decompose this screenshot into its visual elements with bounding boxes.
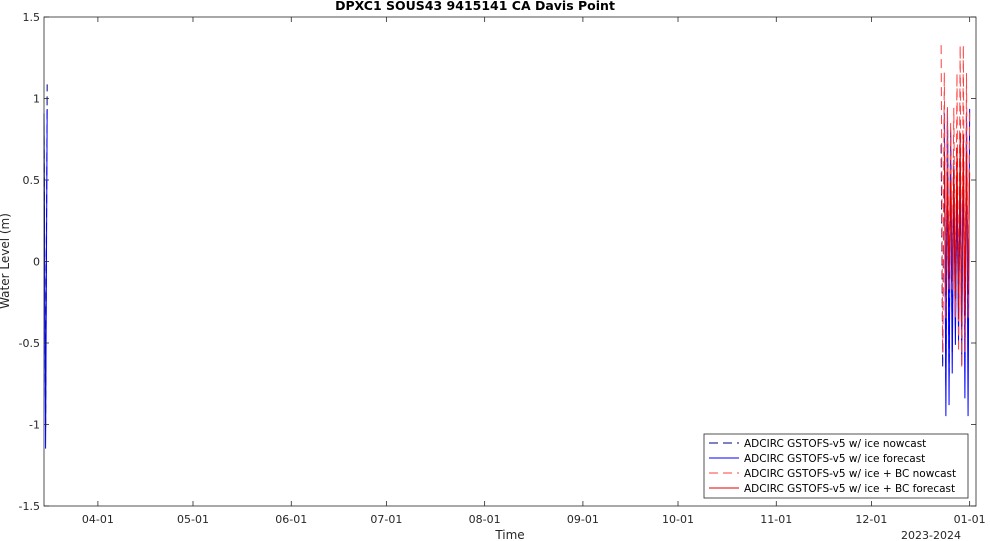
x-tick-label: 04-01 [82,513,114,526]
x-tick-label: 08-01 [469,513,501,526]
y-tick-label: 0 [33,256,40,269]
legend: ADCIRC GSTOFS-v5 w/ ice nowcast ADCIRC G… [703,433,969,499]
series-layer [43,45,971,449]
x-tick-label: 11-01 [760,513,792,526]
legend-label-ice-forecast: ADCIRC GSTOFS-v5 w/ ice forecast [744,453,925,465]
x-tick-label: 05-01 [177,513,209,526]
y-axis-label: Water Level (m) [0,213,12,309]
x-axis-label: Time [494,528,524,541]
series-line-2-segment-0 [940,45,971,368]
x-axis-year-label: 2023-2024 [901,529,961,541]
chart-title: DPXC1 SOUS43 9415141 CA Davis Point [335,0,615,13]
series-line-3-segment-0 [943,132,971,327]
y-tick-label: -0.5 [19,337,40,350]
x-tick-label: 09-01 [567,513,599,526]
x-tick-label: 01-01 [954,513,986,526]
legend-label-ice-bc-nowcast: ADCIRC GSTOFS-v5 w/ ice + BC nowcast [744,468,956,480]
x-tick-label: 10-01 [662,513,694,526]
y-tick-label: -1 [29,419,40,432]
legend-label-ice-nowcast: ADCIRC GSTOFS-v5 w/ ice nowcast [744,438,926,450]
x-tick-label: 07-01 [370,513,402,526]
y-tick-label: 0.5 [23,174,41,187]
y-tick-label: 1 [33,93,40,106]
series-line-1-segment-0 [43,108,48,449]
legend-label-ice-bc-forecast: ADCIRC GSTOFS-v5 w/ ice + BC forecast [744,483,955,495]
legend-box [703,433,969,499]
y-tick-label: 1.5 [23,11,41,24]
x-axis: 04-01 05-01 06-01 07-01 08-01 09-01 10-01 11-01… [82,17,986,526]
x-tick-label: 12-01 [855,513,887,526]
y-tick-label: -1.5 [19,500,40,513]
y-axis: -1.5 -1 -0.5 0 0.5 1 1.5 [19,11,976,513]
x-tick-label: 06-01 [275,513,307,526]
